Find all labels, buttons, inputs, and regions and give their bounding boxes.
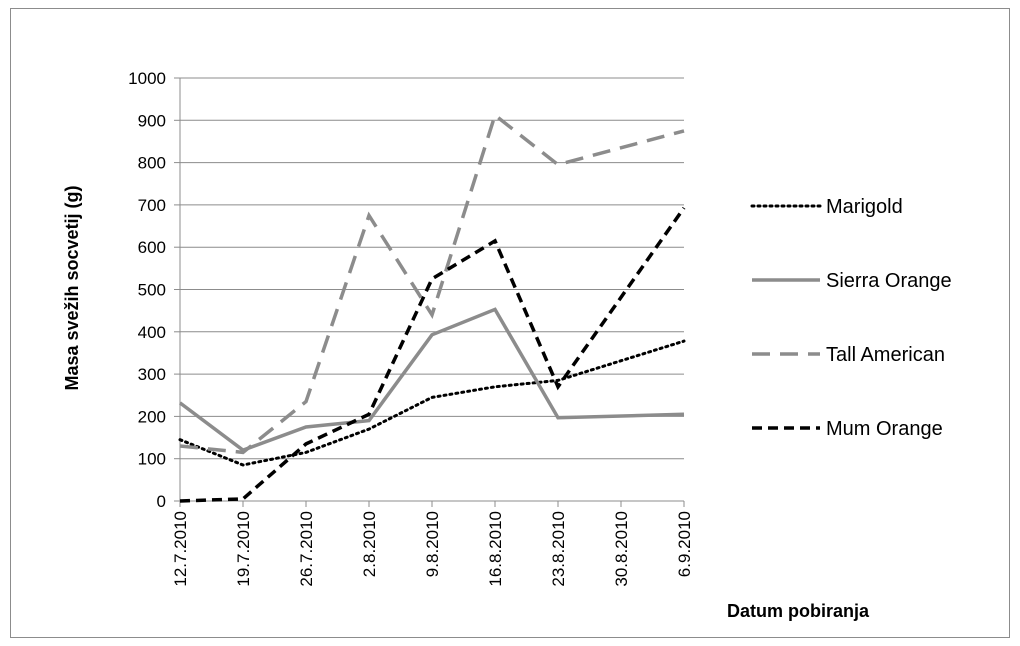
y-tick-label: 1000	[128, 69, 166, 88]
x-axis-title: Datum pobiranja	[727, 601, 870, 621]
y-tick-label: 400	[138, 323, 166, 342]
legend-label: Mum Orange	[826, 418, 943, 440]
x-tick-label: 2.8.2010	[360, 511, 379, 577]
series-line-marigold	[178, 339, 686, 467]
y-tick-label: 300	[138, 365, 166, 384]
y-tick-label: 200	[138, 407, 166, 426]
y-tick-label: 0	[157, 492, 166, 511]
series-line-tall-american	[179, 112, 685, 455]
x-tick-label: 19.7.2010	[234, 511, 253, 587]
x-tick-label: 6.9.2010	[675, 511, 694, 577]
x-tick-label: 26.7.2010	[297, 511, 316, 587]
y-tick-label: 100	[138, 450, 166, 469]
chart-frame	[10, 8, 1010, 638]
y-tick-label: 800	[138, 154, 166, 173]
y-axis-title: Masa svežih socvetij (g)	[62, 185, 82, 390]
y-tick-label: 500	[138, 281, 166, 300]
grid-layer	[180, 77, 684, 460]
y-tick-label: 700	[138, 196, 166, 215]
x-tick-label: 9.8.2010	[423, 511, 442, 577]
legend-label: Marigold	[826, 196, 903, 218]
y-tick-label: 600	[138, 238, 166, 257]
series-line-sierra-orange	[178, 307, 685, 453]
x-tick-label: 12.7.2010	[171, 511, 190, 587]
series-line-mum-orange	[179, 206, 686, 503]
y-tick-label: 900	[138, 111, 166, 130]
legend-label: Tall American	[826, 344, 945, 366]
x-tick-label: 23.8.2010	[549, 511, 568, 587]
x-tick-label: 30.8.2010	[612, 511, 631, 587]
axis-layer: 0 100 200 300 400 500 600 700 800 900 1000 12.7.201…	[128, 69, 694, 587]
x-tick-label: 16.8.2010	[486, 511, 505, 587]
legend: Marigold Sierra Orange Tall American Mum Or…	[750, 196, 952, 440]
series-layer	[178, 112, 686, 503]
legend-label: Sierra Orange	[826, 270, 952, 292]
